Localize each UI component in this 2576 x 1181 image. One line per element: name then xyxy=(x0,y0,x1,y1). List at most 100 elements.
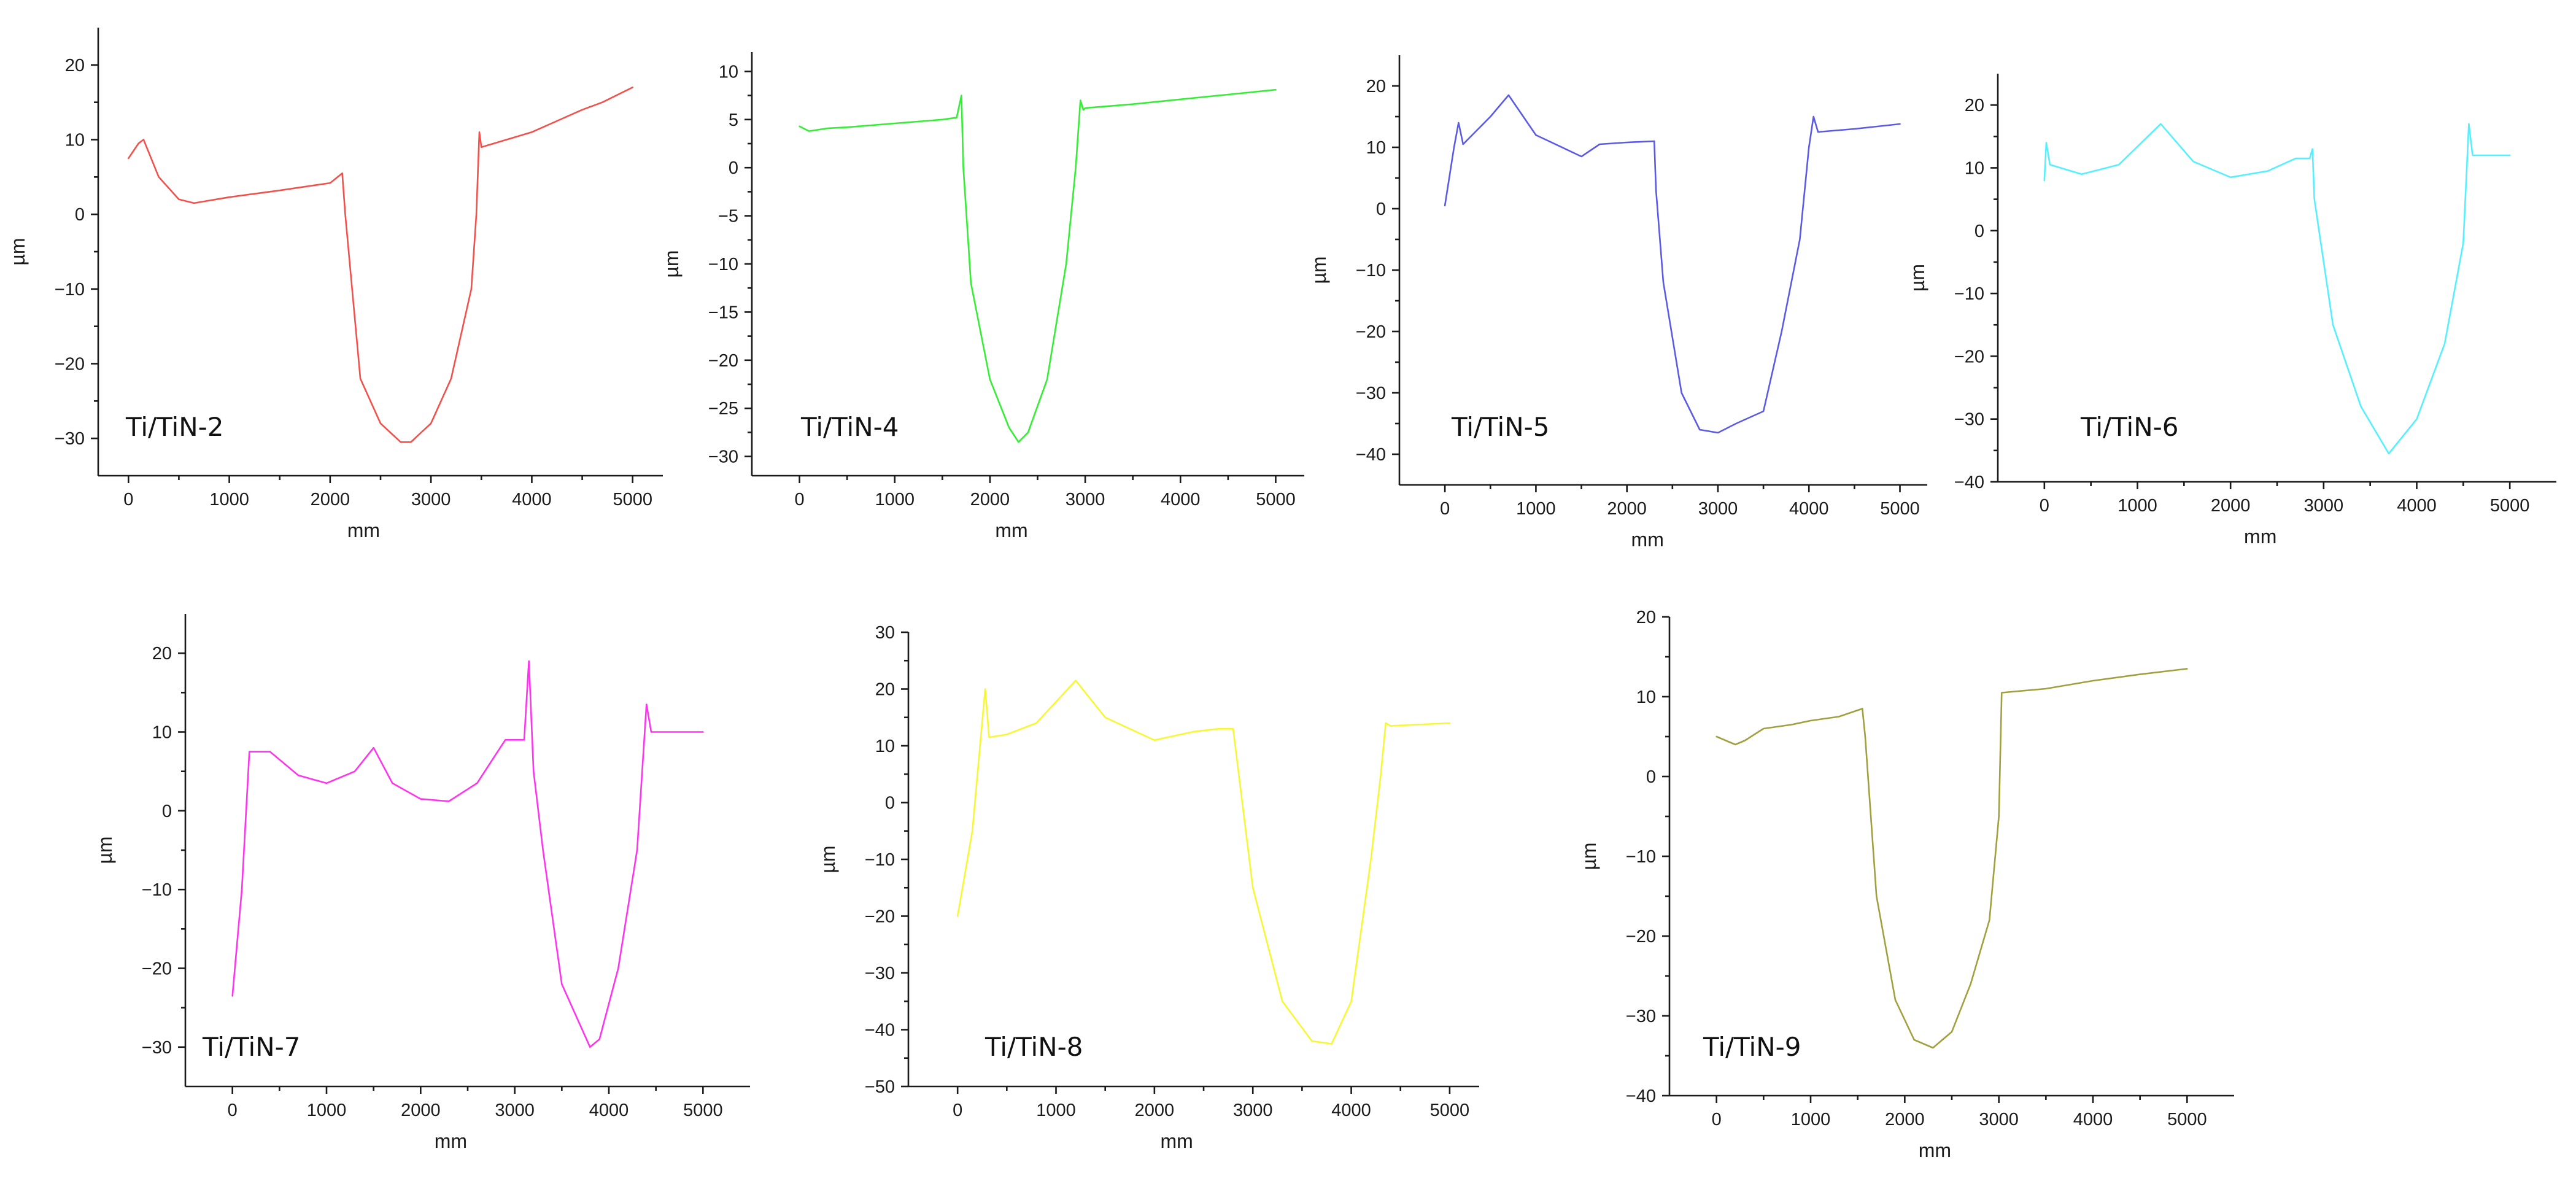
y-tick-label: 0 xyxy=(1975,222,1984,241)
panel-label: Ti/TiN-5 xyxy=(1451,412,1550,442)
x-tick-label: 3000 xyxy=(1233,1101,1273,1120)
y-tick-label: −20 xyxy=(865,907,895,927)
y-tick-label: −30 xyxy=(142,1038,172,1058)
x-tick-label: 3000 xyxy=(1698,499,1738,519)
series-line xyxy=(1715,668,2188,1049)
y-tick-label: −30 xyxy=(1626,1007,1656,1026)
chart-panel: 0 1000 2000 3000 4000 5000 −50 −40 −30 −20 −10 0 10 2… xyxy=(817,623,1479,1152)
y-tick-label: −10 xyxy=(708,255,738,274)
x-tick-label: 2000 xyxy=(2211,496,2251,516)
x-tick-label: 2000 xyxy=(401,1101,441,1120)
y-tick-label: 20 xyxy=(1636,608,1656,627)
y-axis-label: µm xyxy=(1906,264,1928,292)
x-tick-label: 3000 xyxy=(1066,490,1105,509)
x-tick-label: 3000 xyxy=(1979,1110,2019,1129)
y-tick-label: −20 xyxy=(142,959,172,979)
x-tick-label: 4000 xyxy=(589,1101,629,1120)
x-tick-label: 5000 xyxy=(1880,499,1920,519)
y-tick-label: 10 xyxy=(1965,158,1984,178)
chart-panel: 0 1000 2000 3000 4000 5000 −40 −30 −20 −10 0 10 20 mm… xyxy=(1308,55,1927,551)
y-tick-label: −20 xyxy=(1626,927,1656,947)
x-tick-label: 5000 xyxy=(613,490,652,509)
y-tick-label: −50 xyxy=(865,1077,895,1097)
y-tick-label: −10 xyxy=(1356,261,1386,281)
x-tick-label: 5000 xyxy=(2490,496,2530,516)
y-tick-label: −40 xyxy=(1356,445,1386,465)
y-tick-label: 0 xyxy=(75,205,85,225)
y-tick-label: −20 xyxy=(55,355,85,374)
chart-panel: 0 1000 2000 3000 4000 5000 −30 −20 −10 0 10 20 mm µm T… xyxy=(94,614,750,1152)
x-tick-label: 4000 xyxy=(2073,1110,2113,1129)
x-tick-label: 0 xyxy=(795,490,805,509)
panel-label: Ti/TiN-8 xyxy=(984,1032,1083,1062)
y-axis-label: µm xyxy=(94,836,116,864)
y-tick-label: −30 xyxy=(708,447,738,467)
x-tick-label: 1000 xyxy=(1036,1101,1076,1120)
y-tick-label: −30 xyxy=(55,429,85,449)
x-tick-label: 5000 xyxy=(2167,1110,2207,1129)
y-tick-label: −10 xyxy=(142,880,172,900)
x-tick-label: 1000 xyxy=(2118,496,2157,516)
y-tick-label: 10 xyxy=(875,737,895,756)
y-axis-label: µm xyxy=(7,238,29,265)
y-tick-label: −40 xyxy=(1954,473,1984,492)
y-tick-label: 20 xyxy=(1965,96,1984,115)
y-tick-label: 0 xyxy=(729,158,738,178)
x-tick-label: 4000 xyxy=(1789,499,1829,519)
x-axis-label: mm xyxy=(347,519,380,541)
y-tick-label: 0 xyxy=(1646,767,1656,787)
panel-label: Ti/TiN-2 xyxy=(125,412,224,442)
y-tick-label: 0 xyxy=(162,802,172,821)
x-tick-label: 1000 xyxy=(209,490,249,509)
y-tick-label: −40 xyxy=(1626,1086,1656,1106)
y-axis-label: µm xyxy=(1308,256,1330,284)
x-tick-label: 1000 xyxy=(1791,1110,1831,1129)
panel-label: Ti/TiN-4 xyxy=(800,412,899,442)
x-tick-label: 0 xyxy=(953,1101,962,1120)
x-tick-label: 0 xyxy=(228,1101,238,1120)
series-line xyxy=(2043,123,2511,455)
y-tick-label: 30 xyxy=(875,623,895,643)
y-tick-label: −10 xyxy=(1626,847,1656,867)
x-tick-label: 4000 xyxy=(1331,1101,1371,1120)
y-tick-label: 10 xyxy=(1366,138,1386,158)
y-tick-label: 10 xyxy=(65,131,85,150)
panel-label: Ti/TiN-7 xyxy=(202,1032,301,1062)
y-tick-label: −30 xyxy=(865,964,895,983)
y-tick-label: −10 xyxy=(55,280,85,300)
y-axis-label: µm xyxy=(660,250,683,277)
x-tick-label: 3000 xyxy=(495,1101,535,1120)
y-tick-label: 20 xyxy=(152,644,172,664)
x-tick-label: 2000 xyxy=(1135,1101,1175,1120)
x-tick-label: 1000 xyxy=(875,490,915,509)
x-tick-label: 4000 xyxy=(1161,490,1201,509)
x-tick-label: 3000 xyxy=(2304,496,2344,516)
y-tick-label: −20 xyxy=(1356,322,1386,342)
series-line xyxy=(128,87,633,443)
y-tick-label: −20 xyxy=(1954,347,1984,366)
y-tick-label: −10 xyxy=(1954,284,1984,304)
y-tick-label: −25 xyxy=(708,399,738,419)
panel-label: Ti/TiN-6 xyxy=(2080,412,2179,442)
y-tick-label: −20 xyxy=(708,351,738,371)
chart-panel: 0 1000 2000 3000 4000 5000 −30 −25 −20 −15 −10 −5 0 5… xyxy=(660,52,1304,541)
y-tick-label: 0 xyxy=(885,794,895,813)
x-axis-label: mm xyxy=(2244,525,2276,548)
y-tick-label: −10 xyxy=(865,850,895,870)
y-axis-label: µm xyxy=(817,845,839,873)
x-axis-label: mm xyxy=(435,1130,467,1152)
x-tick-label: 0 xyxy=(2040,496,2049,516)
y-tick-label: −30 xyxy=(1356,384,1386,403)
x-tick-label: 2000 xyxy=(311,490,350,509)
chart-panel: 0 1000 2000 3000 4000 5000 −30 −20 −10 0 10 20 mm µm T… xyxy=(7,28,663,541)
series-line xyxy=(799,88,1277,443)
x-tick-label: 0 xyxy=(1712,1110,1722,1129)
x-tick-label: 5000 xyxy=(1256,490,1296,509)
y-tick-label: 20 xyxy=(875,680,895,700)
x-tick-label: 2000 xyxy=(1885,1110,1925,1129)
x-tick-label: 0 xyxy=(123,490,133,509)
y-tick-label: −30 xyxy=(1954,410,1984,430)
x-tick-label: 0 xyxy=(1440,499,1450,519)
y-tick-label: −40 xyxy=(865,1021,895,1040)
